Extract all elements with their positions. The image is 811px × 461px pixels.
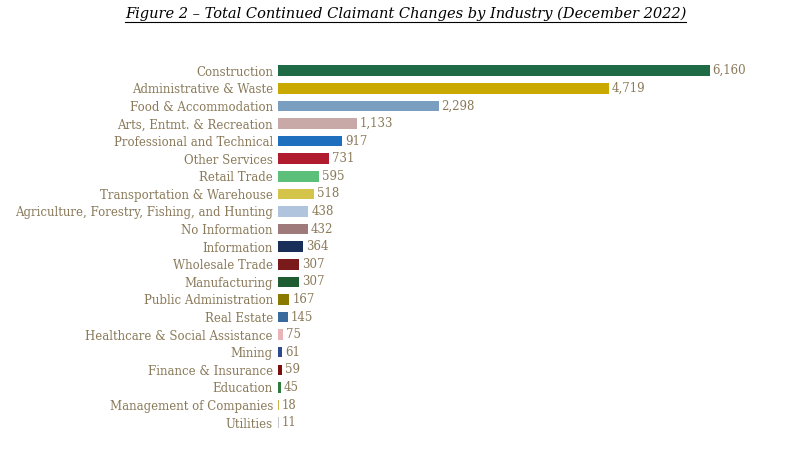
Text: 1,133: 1,133: [360, 117, 393, 130]
Text: 731: 731: [332, 152, 354, 165]
Bar: [277, 65, 710, 76]
Bar: [277, 171, 320, 182]
Text: 18: 18: [281, 398, 297, 412]
Text: 364: 364: [306, 240, 328, 253]
Text: 4,719: 4,719: [611, 82, 645, 95]
Bar: [277, 242, 303, 252]
Text: 145: 145: [290, 311, 313, 324]
Text: 595: 595: [322, 170, 345, 183]
Text: 45: 45: [284, 381, 298, 394]
Bar: [277, 136, 342, 146]
Text: 917: 917: [345, 135, 367, 148]
Text: 518: 518: [317, 187, 339, 201]
Bar: [277, 382, 281, 393]
Bar: [277, 83, 608, 94]
Bar: [277, 100, 439, 111]
Bar: [277, 329, 283, 340]
Text: 59: 59: [285, 363, 300, 376]
Bar: [277, 400, 279, 410]
Text: 307: 307: [302, 275, 324, 288]
Text: 438: 438: [311, 205, 333, 218]
Text: 11: 11: [281, 416, 296, 429]
Bar: [277, 277, 299, 287]
Text: Figure 2 – Total Continued Claimant Changes by Industry (December 2022): Figure 2 – Total Continued Claimant Chan…: [125, 6, 686, 21]
Text: 61: 61: [285, 346, 300, 359]
Bar: [277, 224, 308, 234]
Bar: [277, 154, 329, 164]
Bar: [277, 294, 290, 305]
Bar: [277, 312, 288, 322]
Text: 6,160: 6,160: [712, 64, 746, 77]
Text: 75: 75: [285, 328, 301, 341]
Text: 2,298: 2,298: [442, 100, 475, 112]
Bar: [277, 118, 357, 129]
Text: 167: 167: [292, 293, 315, 306]
Text: 432: 432: [311, 223, 333, 236]
Bar: [277, 189, 314, 199]
Bar: [277, 347, 282, 357]
Bar: [277, 206, 308, 217]
Bar: [277, 365, 282, 375]
Bar: [277, 259, 299, 270]
Text: 307: 307: [302, 258, 324, 271]
